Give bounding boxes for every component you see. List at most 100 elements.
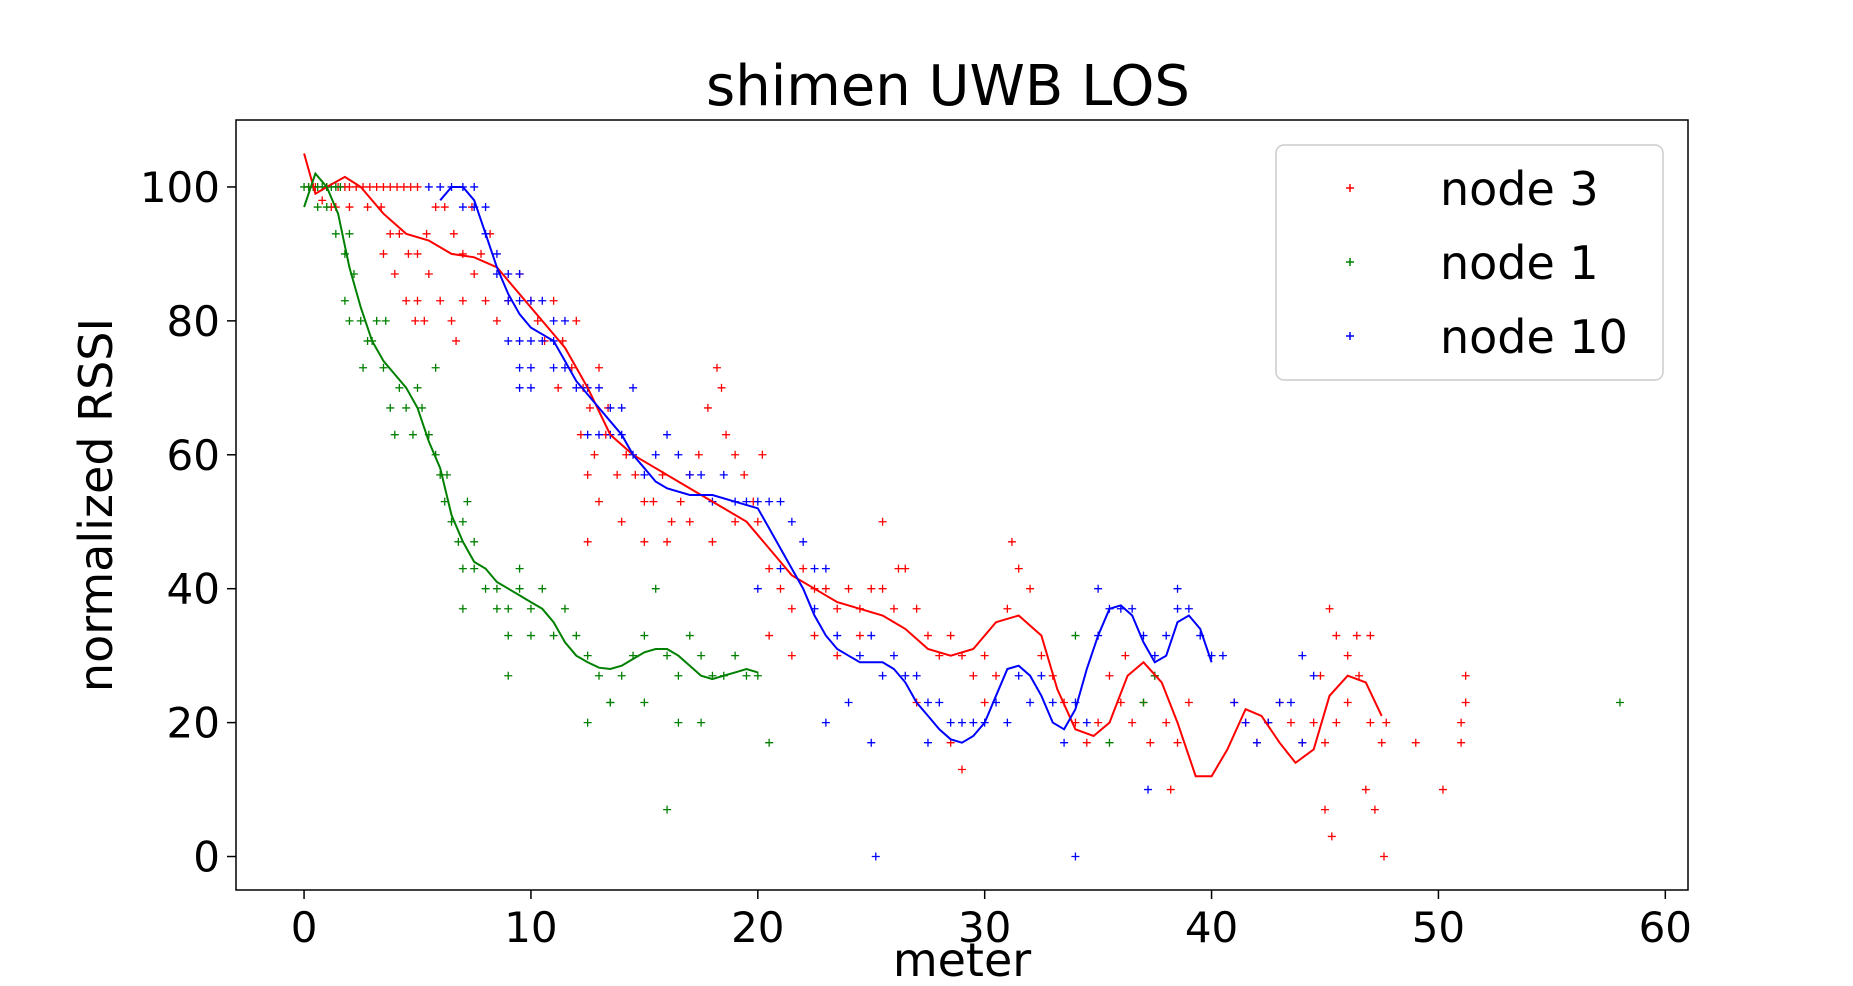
data-point [1139,698,1148,707]
data-point [889,651,898,660]
data-point [640,537,649,546]
data-point [765,738,774,747]
data-point [1014,564,1023,573]
data-point [833,631,842,640]
data-point [515,336,524,345]
data-point [345,182,354,191]
data-point [606,403,615,412]
data-point [313,203,322,212]
data-point [1325,604,1334,613]
data-point [871,852,880,861]
data-point [492,604,501,613]
data-point [640,470,649,479]
data-point [583,470,592,479]
data-point [946,718,955,727]
data-point [821,564,830,573]
data-point [583,718,592,727]
data-point [765,631,774,640]
x-tick-label: 30 [958,903,1011,952]
data-point [889,604,898,613]
data-point [595,430,603,439]
data-point [406,182,415,191]
data-point [980,651,989,660]
data-point [1173,584,1182,593]
data-point [722,430,731,439]
data-point [585,403,594,412]
data-point [340,296,349,305]
data-point [356,316,365,325]
data-point [526,631,535,640]
data-point [958,765,966,774]
data-point [1173,604,1182,613]
data-point [515,584,524,593]
data-point [676,497,685,506]
data-point [697,470,706,479]
data-point [1461,671,1470,680]
fit-line-node-3-fit [303,153,1383,778]
data-point [515,383,524,392]
data-point [595,383,603,392]
data-point [395,383,404,392]
data-point [708,537,717,546]
data-point [776,584,785,593]
data-point [833,604,842,613]
data-point [1366,718,1375,727]
data-point [833,651,842,660]
data-point [420,316,429,325]
data-point [595,363,603,372]
data-point [431,203,440,212]
data-point [674,718,683,727]
data-point [613,470,622,479]
plot-area-frame [235,119,1689,891]
data-point [1003,604,1012,613]
data-point [810,564,819,573]
data-point [515,296,524,305]
data-point [504,270,513,278]
data-point [855,651,864,660]
data-point [411,316,420,325]
data-point [583,651,592,660]
data-point [365,182,374,191]
data-point [526,336,535,345]
data-point [413,182,422,191]
data-point [458,564,467,573]
y-tick-label: 40 [167,565,220,614]
data-point [1105,671,1114,680]
data-point [731,517,740,526]
data-point [1461,698,1470,707]
data-point [731,651,740,660]
data-point [753,517,762,526]
fit-line-node-10-fit [439,186,1213,744]
data-point [549,363,558,372]
data-point [379,182,388,191]
data-point [1162,718,1171,727]
data-point [663,537,672,546]
y-tick-label: 100 [140,163,220,212]
data-point [442,470,451,479]
data-point [372,316,381,325]
data-point [560,604,569,613]
data-point [1082,738,1091,747]
data-point [1121,651,1130,660]
y-tick-label: 0 [193,833,220,882]
data-point [867,631,876,640]
data-point [923,738,932,747]
x-tick-label: 0 [291,903,318,952]
data-point [787,517,796,526]
data-point [1060,738,1069,747]
data-point [379,363,388,372]
data-point [449,229,458,238]
data-point [765,497,774,506]
data-point [1014,671,1023,680]
data-point [1241,718,1250,727]
data-point [440,203,449,212]
data-point [1048,698,1057,707]
x-tick-label: 40 [1185,903,1238,952]
data-point [1173,738,1182,747]
data-point [1352,631,1361,640]
data-point [867,584,876,593]
legend-marker [1346,258,1354,266]
data-point [390,270,399,278]
data-point [1343,651,1352,660]
